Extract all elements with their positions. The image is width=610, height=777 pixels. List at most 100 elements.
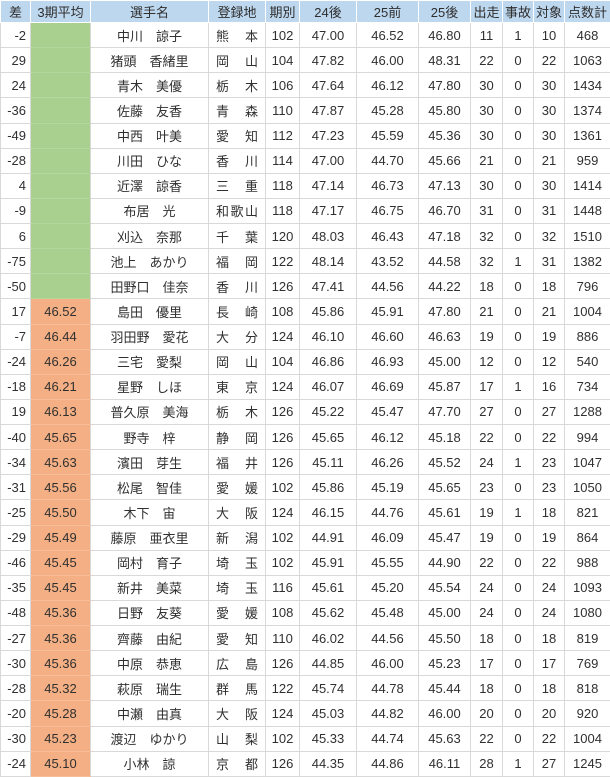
cell-reg[interactable]: 香川 bbox=[209, 274, 266, 299]
cell-name[interactable]: 佐藤 友香 bbox=[91, 98, 209, 123]
cell-name[interactable]: 野寺 梓 bbox=[91, 425, 209, 450]
cell-sa[interactable]: 29 bbox=[1, 48, 31, 73]
cell-accident[interactable]: 0 bbox=[503, 274, 534, 299]
cell-target[interactable]: 22 bbox=[534, 48, 565, 73]
cell-starts[interactable]: 30 bbox=[471, 73, 503, 98]
cell-accident[interactable]: 0 bbox=[503, 299, 534, 324]
cell-p25early[interactable]: 46.93 bbox=[357, 349, 419, 374]
cell-sa[interactable]: -24 bbox=[1, 349, 31, 374]
cell-points[interactable]: 1047 bbox=[565, 450, 610, 475]
cell-target[interactable]: 32 bbox=[534, 224, 565, 249]
cell-reg[interactable]: 大分 bbox=[209, 324, 266, 349]
cell-target[interactable]: 19 bbox=[534, 324, 565, 349]
cell-p24late[interactable]: 47.82 bbox=[300, 48, 357, 73]
cell-starts[interactable]: 20 bbox=[471, 701, 503, 726]
cell-p25early[interactable]: 45.91 bbox=[357, 299, 419, 324]
cell-name[interactable]: 青木 美優 bbox=[91, 73, 209, 98]
cell-avg3[interactable] bbox=[31, 274, 91, 299]
cell-p25late[interactable]: 47.18 bbox=[419, 224, 471, 249]
cell-accident[interactable]: 1 bbox=[503, 374, 534, 399]
cell-points[interactable]: 1374 bbox=[565, 98, 610, 123]
cell-target[interactable]: 18 bbox=[534, 274, 565, 299]
cell-term[interactable]: 126 bbox=[266, 399, 300, 424]
cell-reg[interactable]: 新潟 bbox=[209, 525, 266, 550]
cell-starts[interactable]: 19 bbox=[471, 324, 503, 349]
cell-reg[interactable]: 大阪 bbox=[209, 500, 266, 525]
cell-term[interactable]: 104 bbox=[266, 48, 300, 73]
cell-p25late[interactable]: 46.70 bbox=[419, 198, 471, 223]
cell-avg3[interactable] bbox=[31, 48, 91, 73]
cell-sa[interactable]: -28 bbox=[1, 676, 31, 701]
cell-reg[interactable]: 福岡 bbox=[209, 249, 266, 274]
cell-name[interactable]: 木下 宙 bbox=[91, 500, 209, 525]
cell-p24late[interactable]: 45.91 bbox=[300, 550, 357, 575]
cell-points[interactable]: 1288 bbox=[565, 399, 610, 424]
cell-term[interactable]: 108 bbox=[266, 600, 300, 625]
cell-term[interactable]: 104 bbox=[266, 349, 300, 374]
cell-term[interactable]: 124 bbox=[266, 324, 300, 349]
cell-p25late[interactable]: 46.11 bbox=[419, 751, 471, 776]
cell-points[interactable]: 959 bbox=[565, 148, 610, 173]
cell-points[interactable]: 1448 bbox=[565, 198, 610, 223]
cell-sa[interactable]: -27 bbox=[1, 626, 31, 651]
cell-accident[interactable]: 1 bbox=[503, 751, 534, 776]
cell-reg[interactable]: 千葉 bbox=[209, 224, 266, 249]
cell-name[interactable]: 濱田 芽生 bbox=[91, 450, 209, 475]
cell-reg[interactable]: 愛知 bbox=[209, 123, 266, 148]
cell-target[interactable]: 21 bbox=[534, 299, 565, 324]
cell-accident[interactable]: 1 bbox=[503, 500, 534, 525]
cell-name[interactable]: 星野 しほ bbox=[91, 374, 209, 399]
cell-accident[interactable]: 0 bbox=[503, 726, 534, 751]
cell-term[interactable]: 102 bbox=[266, 525, 300, 550]
cell-p25late[interactable]: 45.50 bbox=[419, 626, 471, 651]
cell-target[interactable]: 24 bbox=[534, 575, 565, 600]
cell-p25early[interactable]: 45.28 bbox=[357, 98, 419, 123]
cell-points[interactable]: 540 bbox=[565, 349, 610, 374]
cell-sa[interactable]: -25 bbox=[1, 500, 31, 525]
cell-target[interactable]: 31 bbox=[534, 198, 565, 223]
cell-target[interactable]: 23 bbox=[534, 450, 565, 475]
cell-starts[interactable]: 24 bbox=[471, 450, 503, 475]
cell-name[interactable]: 齊藤 由紀 bbox=[91, 626, 209, 651]
cell-accident[interactable]: 0 bbox=[503, 48, 534, 73]
cell-points[interactable]: 769 bbox=[565, 651, 610, 676]
cell-term[interactable]: 112 bbox=[266, 123, 300, 148]
cell-target[interactable]: 21 bbox=[534, 148, 565, 173]
cell-points[interactable]: 1361 bbox=[565, 123, 610, 148]
cell-p24late[interactable]: 45.74 bbox=[300, 676, 357, 701]
cell-reg[interactable]: 福井 bbox=[209, 450, 266, 475]
cell-points[interactable]: 1414 bbox=[565, 173, 610, 198]
cell-target[interactable]: 20 bbox=[534, 701, 565, 726]
cell-name[interactable]: 田野口 佳奈 bbox=[91, 274, 209, 299]
column-header-p24late[interactable]: 24後 bbox=[300, 1, 357, 23]
cell-sa[interactable]: -2 bbox=[1, 23, 31, 48]
cell-points[interactable]: 1004 bbox=[565, 726, 610, 751]
cell-term[interactable]: 102 bbox=[266, 23, 300, 48]
cell-p24late[interactable]: 48.03 bbox=[300, 224, 357, 249]
cell-accident[interactable]: 0 bbox=[503, 198, 534, 223]
cell-target[interactable]: 18 bbox=[534, 626, 565, 651]
cell-p25late[interactable]: 45.54 bbox=[419, 575, 471, 600]
cell-avg3[interactable]: 45.23 bbox=[31, 726, 91, 751]
cell-avg3[interactable] bbox=[31, 173, 91, 198]
cell-avg3[interactable] bbox=[31, 98, 91, 123]
cell-avg3[interactable]: 46.21 bbox=[31, 374, 91, 399]
cell-p25late[interactable]: 45.66 bbox=[419, 148, 471, 173]
cell-target[interactable]: 22 bbox=[534, 726, 565, 751]
cell-p25late[interactable]: 45.63 bbox=[419, 726, 471, 751]
cell-avg3[interactable]: 45.65 bbox=[31, 425, 91, 450]
cell-term[interactable]: 124 bbox=[266, 701, 300, 726]
cell-sa[interactable]: -50 bbox=[1, 274, 31, 299]
cell-sa[interactable]: -34 bbox=[1, 450, 31, 475]
cell-reg[interactable]: 広島 bbox=[209, 651, 266, 676]
cell-term[interactable]: 124 bbox=[266, 374, 300, 399]
cell-sa[interactable]: -49 bbox=[1, 123, 31, 148]
cell-accident[interactable]: 0 bbox=[503, 349, 534, 374]
cell-p25early[interactable]: 44.74 bbox=[357, 726, 419, 751]
cell-target[interactable]: 10 bbox=[534, 23, 565, 48]
cell-p24late[interactable]: 47.41 bbox=[300, 274, 357, 299]
cell-accident[interactable]: 0 bbox=[503, 600, 534, 625]
cell-p25early[interactable]: 46.52 bbox=[357, 23, 419, 48]
cell-starts[interactable]: 12 bbox=[471, 349, 503, 374]
cell-avg3[interactable]: 45.50 bbox=[31, 500, 91, 525]
